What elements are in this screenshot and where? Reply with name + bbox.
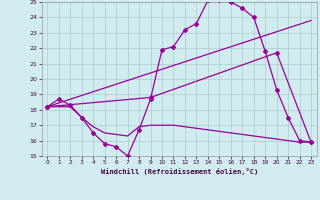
X-axis label: Windchill (Refroidissement éolien,°C): Windchill (Refroidissement éolien,°C) — [100, 168, 258, 175]
